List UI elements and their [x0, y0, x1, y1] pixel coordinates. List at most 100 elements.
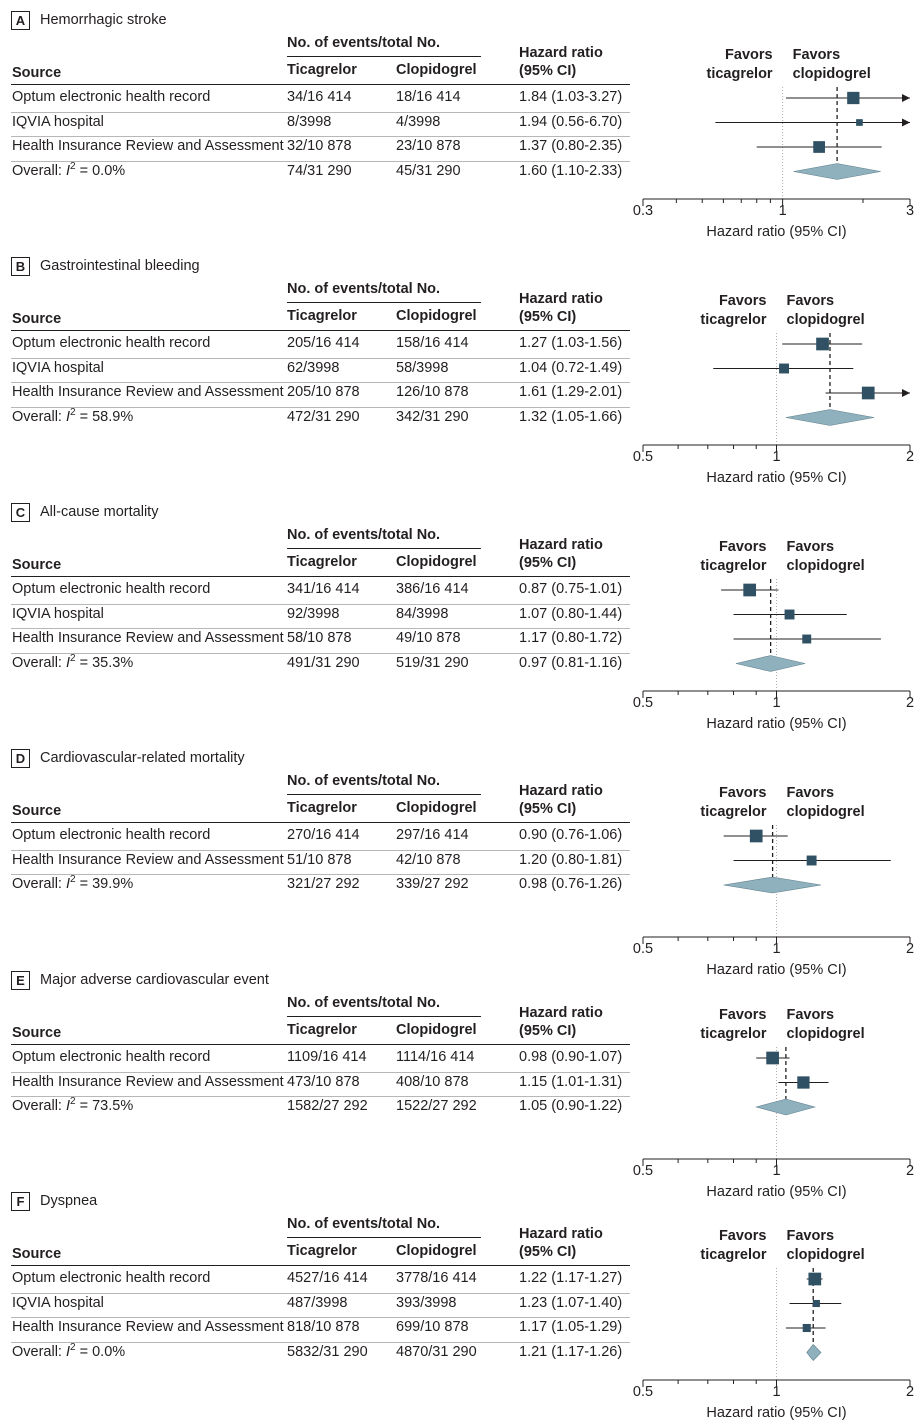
favors-ticagrelor-line2: ticagrelor: [700, 558, 766, 574]
favors-clopidogrel-line1: Favors: [787, 1007, 835, 1023]
clopidogrel-header: Clopidogrel: [396, 1022, 477, 1038]
point-estimate-square: [861, 386, 875, 400]
hr-header-line2: (95% CI): [519, 801, 577, 817]
ticagrelor-events: 51/10 878: [287, 851, 352, 868]
overall-diamond: [793, 163, 881, 180]
clopidogrel-events: 339/27 292: [396, 876, 469, 892]
point-estimate-square: [806, 855, 817, 866]
panel-letter: E: [11, 971, 30, 990]
study-row: Health Insurance Review and Assessment 47…: [0, 1074, 630, 1098]
forest-panel-a: A Hemorrhagic stroke No. of events/total N…: [0, 11, 924, 241]
favors-ticagrelor-line1: Favors: [725, 47, 773, 63]
overall-row: Overall: I2 = 0.0% 5832/31 290 4870/31 290…: [0, 1342, 630, 1368]
forest-plot-area: Favors ticagrelor Favors clopidogrel 0.5 1 2 Ha…: [633, 1228, 914, 1421]
events-header-rule: [287, 1237, 481, 1238]
source-name: Optum electronic health record: [12, 1270, 211, 1286]
ci-arrow: [902, 94, 910, 102]
study-row: Optum electronic health record 4527/16 41…: [0, 1270, 630, 1294]
i2-superscript: 2: [70, 1096, 76, 1108]
i2-symbol: I: [66, 408, 71, 425]
clopidogrel-events: 158/16 414: [396, 335, 469, 351]
clopidogrel-events: 4870/31 290: [396, 1343, 477, 1360]
forest-plot-area: Favors ticagrelor Favors clopidogrel 0.5 1 2 Ha…: [633, 1007, 914, 1200]
ticagrelor-events: 205/10 878: [287, 384, 360, 400]
panel-title: Gastrointestinal bleeding: [40, 258, 200, 274]
favors-clopidogrel-line1: Favors: [787, 539, 835, 555]
clopidogrel-header: Clopidogrel: [396, 62, 477, 78]
hr-header-line2: (95% CI): [519, 1023, 577, 1039]
clopidogrel-events: 519/31 290: [396, 654, 469, 671]
ticagrelor-events: 5832/31 290: [287, 1343, 368, 1360]
tick-label: 0.5: [633, 1163, 653, 1179]
hr-header-line1: Hazard ratio: [519, 783, 603, 799]
ticagrelor-events: 341/16 414: [287, 581, 360, 597]
source-name: IQVIA hospital: [12, 113, 104, 130]
source-header: Source: [12, 311, 62, 327]
hazard-ratio-ci: 1.84 (1.03-3.27): [519, 89, 623, 105]
hr-header-line2: (95% CI): [519, 309, 577, 325]
point-estimate-square: [816, 337, 829, 351]
row-divider: [11, 1292, 630, 1294]
header-rule: [11, 330, 630, 331]
hazard-ratio-ci: 1.07 (0.80-1.44): [519, 605, 623, 622]
source-name: Optum electronic health record: [12, 827, 211, 843]
ticagrelor-header: Ticagrelor: [287, 1243, 357, 1259]
clopidogrel-events: 4/3998: [396, 113, 441, 130]
hazard-ratio-ci: 1.21 (1.17-1.26): [519, 1343, 623, 1360]
study-row: IQVIA hospital 487/3998 393/3998 1.23 (1.07…: [0, 1295, 630, 1319]
events-header: No. of events/total No.: [287, 35, 441, 51]
study-row: Health Insurance Review and Assessment 32…: [0, 138, 630, 162]
row-divider: [11, 406, 630, 408]
header-rule: [11, 822, 630, 823]
source-header: Source: [12, 803, 62, 819]
ticagrelor-events: 32/10 878: [287, 138, 352, 154]
ci-arrow: [902, 118, 910, 127]
overall-prefix: Overall:: [12, 876, 66, 892]
clopidogrel-header: Clopidogrel: [396, 1243, 477, 1259]
hazard-ratio-ci: 1.23 (1.07-1.40): [519, 1294, 623, 1311]
overall-label: Overall: I2 = 0.0%: [12, 161, 125, 180]
ticagrelor-events: 74/31 290: [287, 162, 352, 179]
hazard-ratio-ci: 1.22 (1.17-1.27): [519, 1270, 623, 1286]
panel-title: Cardiovascular-related mortality: [40, 750, 245, 766]
point-estimate-square: [847, 91, 860, 105]
clopidogrel-events: 126/10 878: [396, 384, 469, 400]
source-name: Health Insurance Review and Assessment: [12, 851, 284, 868]
point-estimate-square: [743, 583, 757, 597]
point-estimate-square: [784, 609, 795, 620]
forest-plot-area: Favors ticagrelor Favors clopidogrel 0.3 1 3 Ha…: [633, 47, 914, 240]
favors-ticagrelor-line1: Favors: [719, 1007, 767, 1023]
favors-clopidogrel-line2: clopidogrel: [787, 1026, 865, 1042]
clopidogrel-events: 84/3998: [396, 605, 449, 622]
ticagrelor-events: 491/31 290: [287, 654, 360, 671]
hazard-ratio-ci: 1.61 (1.29-2.01): [519, 384, 623, 400]
favors-ticagrelor-line1: Favors: [719, 1228, 767, 1244]
i2-symbol: I: [66, 1343, 71, 1360]
x-axis-title: Hazard ratio (95% CI): [706, 962, 846, 978]
study-row: Health Insurance Review and Assessment 58…: [0, 630, 630, 654]
source-name: IQVIA hospital: [12, 1294, 104, 1311]
source-name: Optum electronic health record: [12, 581, 211, 597]
ticagrelor-events: 62/3998: [287, 359, 340, 376]
point-estimate-square: [766, 1051, 779, 1065]
overall-prefix: Overall:: [12, 162, 66, 179]
overall-prefix: Overall:: [12, 654, 66, 671]
events-header-rule: [287, 794, 481, 795]
overall-row: Overall: I2 = 0.0% 74/31 290 45/31 290 1.60…: [0, 161, 630, 187]
x-axis-title: Hazard ratio (95% CI): [706, 1405, 846, 1421]
forest-panel-c: C All-cause mortality No. of events/total …: [0, 503, 924, 733]
tick-label: 1: [772, 941, 780, 957]
clopidogrel-events: 393/3998: [396, 1294, 457, 1311]
point-estimate-square: [812, 1299, 820, 1308]
clopidogrel-events: 386/16 414: [396, 581, 469, 597]
overall-row: Overall: I2 = 58.9% 472/31 290 342/31 290 1…: [0, 406, 630, 433]
study-row: Health Insurance Review and Assessment 51…: [0, 852, 630, 876]
ticagrelor-header: Ticagrelor: [287, 308, 357, 324]
favors-clopidogrel-line2: clopidogrel: [787, 804, 865, 820]
row-divider: [11, 357, 630, 359]
source-name: Health Insurance Review and Assessment: [12, 138, 284, 154]
forest-panel-d: D Cardiovascular-related mortality No. of …: [0, 749, 924, 979]
i2-superscript: 2: [70, 406, 76, 418]
overall-prefix: Overall:: [12, 1098, 66, 1114]
source-header: Source: [12, 1246, 62, 1262]
